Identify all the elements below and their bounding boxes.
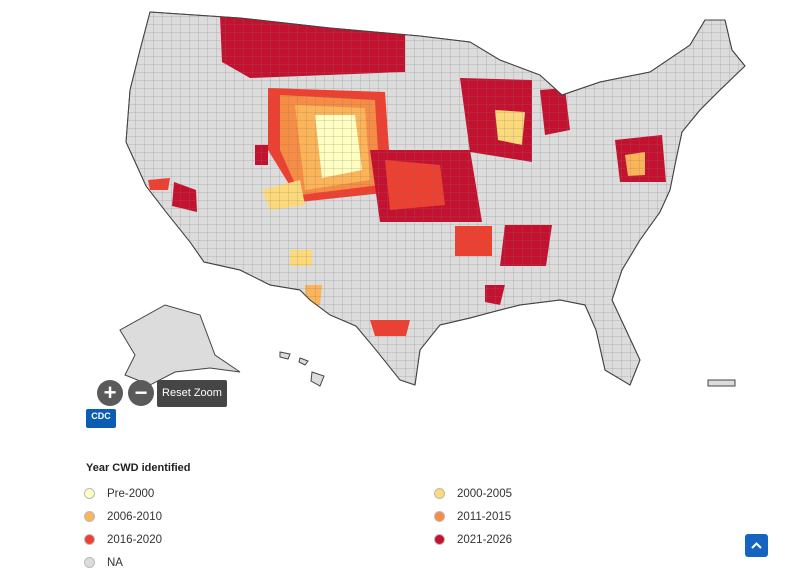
cdc-logo: CDC bbox=[86, 409, 116, 428]
reset-zoom-button[interactable]: Reset Zoom bbox=[157, 380, 227, 407]
alaska bbox=[119, 304, 241, 386]
legend-label: 2000-2005 bbox=[457, 487, 512, 500]
legend-item[interactable]: 2006-2010 bbox=[84, 508, 434, 525]
zoom-out-button[interactable]: − bbox=[128, 380, 154, 406]
legend-swatch bbox=[84, 534, 95, 545]
legend-swatch bbox=[84, 488, 95, 499]
legend-item[interactable]: 2016-2020 bbox=[84, 531, 434, 548]
contiguous-us bbox=[125, 11, 746, 386]
scroll-top-button[interactable] bbox=[745, 534, 768, 557]
zoom-in-button[interactable]: + bbox=[97, 380, 123, 406]
legend: Pre-2000 2000-2005 2006-2010 2011-2015 2016-… bbox=[84, 485, 644, 571]
legend-item[interactable]: 2021-2026 bbox=[434, 531, 644, 548]
legend-swatch bbox=[84, 557, 95, 568]
legend-label: 2016-2020 bbox=[107, 533, 162, 546]
puerto-rico bbox=[707, 379, 736, 387]
map bbox=[119, 11, 746, 387]
legend-item[interactable]: NA bbox=[84, 554, 434, 571]
legend-title: Year CWD identified bbox=[86, 462, 191, 474]
legend-label: 2011-2015 bbox=[457, 510, 512, 523]
legend-label: Pre-2000 bbox=[107, 487, 155, 500]
legend-label: 2006-2010 bbox=[107, 510, 162, 523]
legend-item[interactable]: 2000-2005 bbox=[434, 485, 644, 502]
legend-swatch bbox=[434, 488, 445, 499]
legend-label: 2021-2026 bbox=[457, 533, 512, 546]
chevron-icon bbox=[751, 542, 762, 549]
legend-swatch bbox=[434, 511, 445, 522]
legend-swatch bbox=[84, 511, 95, 522]
legend-label: NA bbox=[107, 556, 123, 569]
hawaii bbox=[279, 351, 325, 387]
legend-item[interactable]: Pre-2000 bbox=[84, 485, 434, 502]
legend-item[interactable]: 2011-2015 bbox=[434, 508, 644, 525]
legend-swatch bbox=[434, 534, 445, 545]
